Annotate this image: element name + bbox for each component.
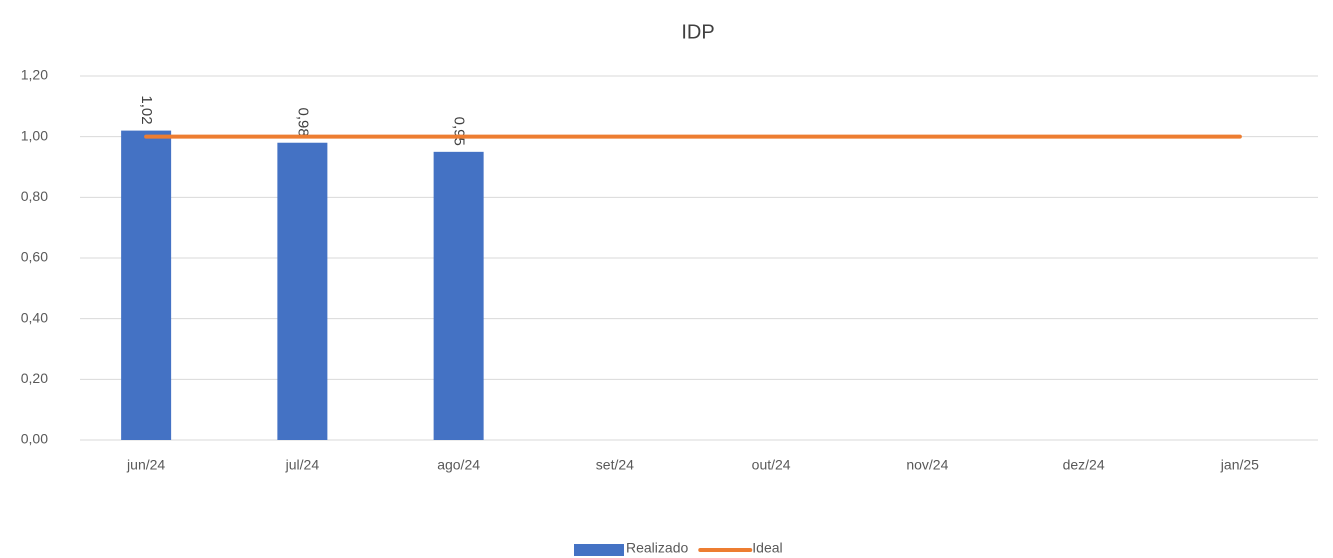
bar — [277, 142, 328, 440]
bar — [121, 130, 172, 440]
y-tick-label: 1,00 — [21, 127, 48, 143]
x-tick-label: jul/24 — [285, 457, 320, 473]
x-tick-label: nov/24 — [906, 457, 948, 473]
y-tick-label: 0,40 — [21, 309, 48, 325]
legend-label: Realizado — [626, 540, 688, 556]
legend-swatch — [574, 544, 624, 556]
data-label: 0,95 — [451, 117, 468, 146]
y-tick-label: 0,00 — [21, 431, 48, 447]
y-tick-label: 0,20 — [21, 370, 48, 386]
y-tick-label: 0,80 — [21, 188, 48, 204]
x-tick-label: ago/24 — [437, 457, 480, 473]
data-label: 1,02 — [138, 95, 155, 124]
y-tick-label: 1,20 — [21, 67, 48, 83]
y-tick-label: 0,60 — [21, 249, 48, 265]
chart-title: IDP — [681, 21, 714, 43]
legend-label: Ideal — [752, 540, 782, 556]
data-label: 0,98 — [294, 108, 311, 137]
x-tick-label: jun/24 — [126, 457, 165, 473]
x-tick-label: jan/25 — [1220, 457, 1259, 473]
bar — [433, 151, 484, 441]
x-tick-label: out/24 — [752, 457, 791, 473]
x-tick-label: set/24 — [596, 457, 634, 473]
x-tick-label: dez/24 — [1063, 457, 1105, 473]
